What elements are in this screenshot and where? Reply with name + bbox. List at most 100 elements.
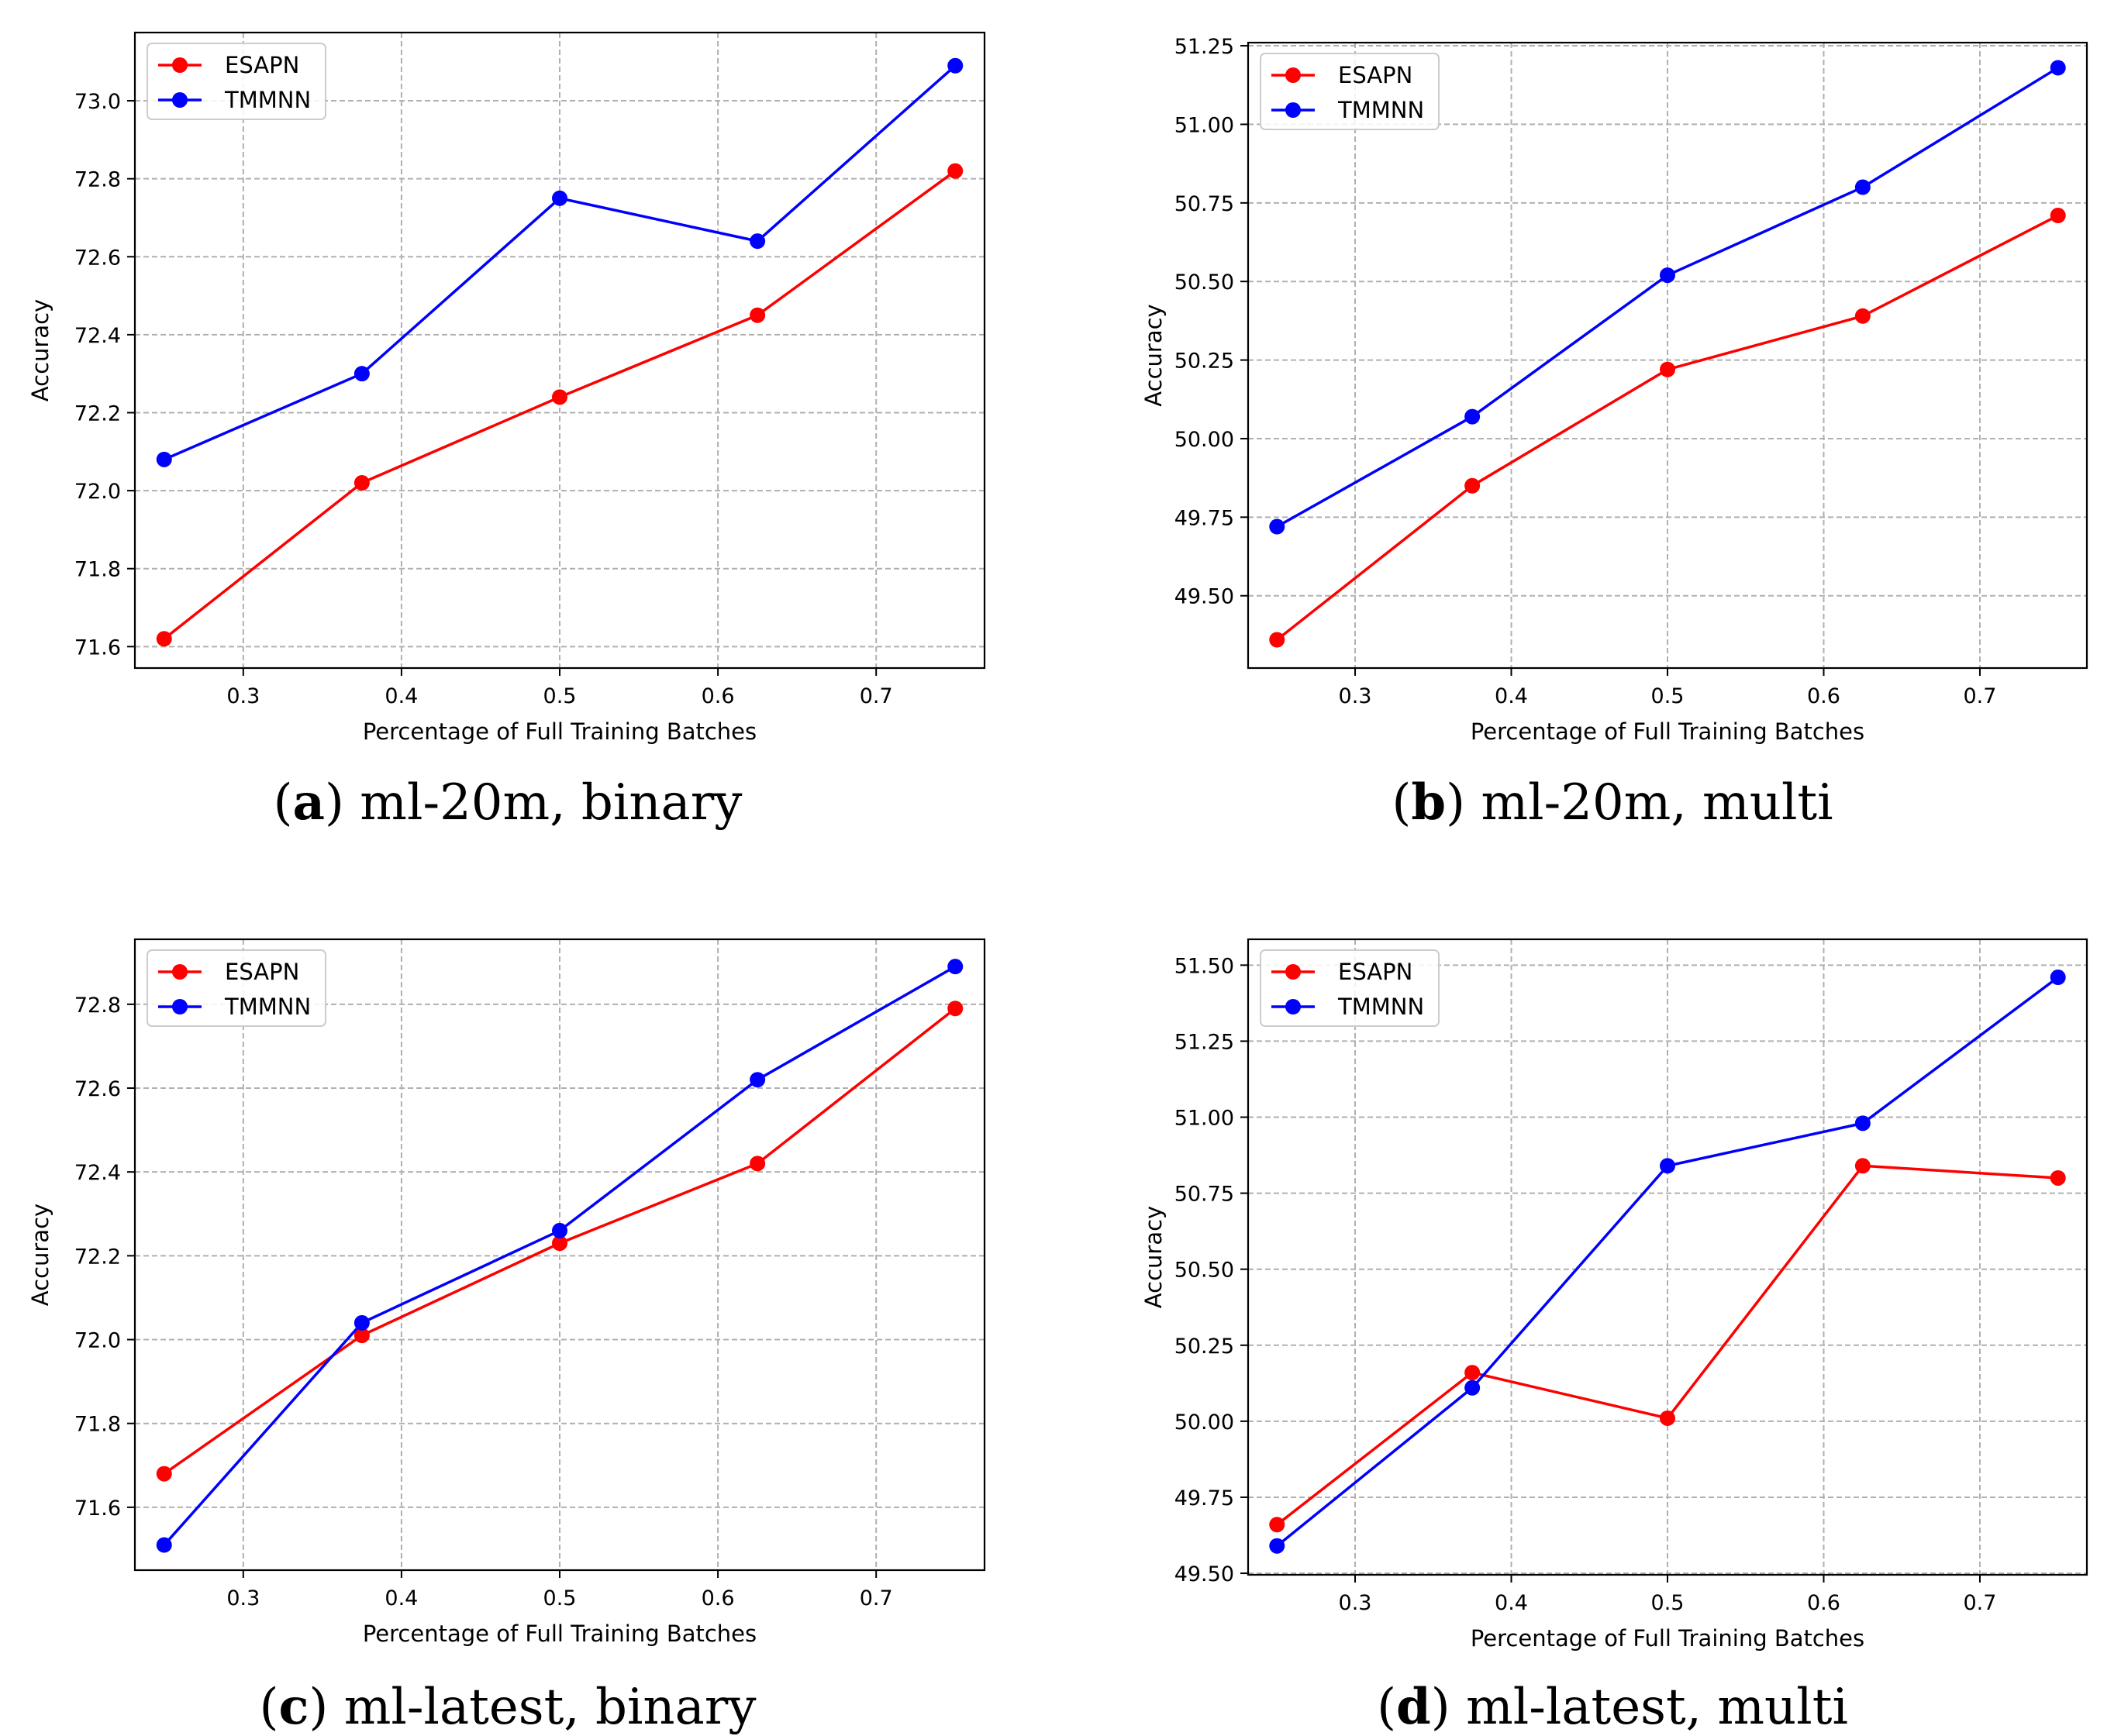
y-axis-label: Accuracy [27,299,53,401]
data-point-tmmnn [1660,267,1675,284]
y-tick-label: 71.8 [74,558,121,582]
y-tick-label: 51.00 [1174,113,1234,137]
y-tick-label: 51.25 [1174,35,1234,59]
data-point-tmmnn [1269,1538,1285,1554]
caption-close-paren: ) [1446,774,1465,832]
caption-close-paren: ) [309,1679,328,1736]
plot-frame [133,938,986,1572]
caption-close-paren: ) [1431,1679,1450,1736]
y-tick-label: 72.0 [74,480,121,504]
data-point-tmmnn [947,57,964,74]
data-point-tmmnn [1464,408,1481,425]
y-tick-label: 50.50 [1174,1259,1234,1283]
legend-label-esapn: ESAPN [1338,62,1412,88]
data-point-esapn [1464,477,1481,494]
x-tick-label: 0.3 [1339,1591,1372,1615]
y-axis-label: Accuracy [1140,304,1167,406]
data-point-esapn [552,389,567,405]
y-tick-label: 50.25 [1174,1335,1234,1359]
y-tick-label: 71.6 [74,636,121,660]
data-point-esapn [156,631,172,647]
x-axis-label: Percentage of Full Training Batches [1471,1625,1864,1652]
data-point-tmmnn [1660,1158,1675,1174]
plot-frame [133,31,986,670]
data-point-esapn [354,1328,370,1344]
data-point-tmmnn [1854,179,1871,195]
legend-label-tmmnn: TMMNN [1337,97,1424,123]
legend-label-esapn: ESAPN [225,959,299,985]
y-tick-label: 50.25 [1174,350,1234,374]
y-tick-label: 50.75 [1174,192,1234,216]
data-point-tmmnn [156,451,172,467]
y-tick-label: 72.4 [74,324,121,348]
caption-close-paren: ) [325,774,344,832]
plot-frame [1247,938,2088,1576]
y-tick-label: 50.50 [1174,270,1234,294]
caption-text: ml-20m, binary [344,774,743,832]
data-point-esapn [1854,308,1871,324]
data-point-esapn [2050,208,2066,224]
legend-label-tmmnn: TMMNN [224,994,311,1020]
chart-panel-a: 0.3 0.4 0.5 0.6 0.7 71.6 71.8 72.0 72.2 72.4 72.6 7… [27,31,986,832]
data-point-esapn [1269,632,1285,648]
panel-caption: (a) ml-20m, binary [274,773,743,832]
x-tick-label: 0.7 [860,1586,893,1610]
legend-marker-esapn [172,964,188,980]
legend-marker-esapn [1285,67,1301,83]
y-axis-label: Accuracy [27,1204,53,1306]
data-point-esapn [1854,1158,1871,1174]
legend-label-tmmnn: TMMNN [224,87,311,113]
x-tick-label: 0.4 [385,1586,418,1610]
caption-letter: a [293,773,325,832]
y-tick-label: 71.6 [74,1497,121,1521]
x-tick-label: 0.4 [385,684,418,708]
x-tick-label: 0.3 [226,684,260,708]
data-point-esapn [1660,1410,1675,1426]
x-tick-label: 0.3 [226,1586,260,1610]
x-tick-label: 0.3 [1339,684,1372,708]
data-point-tmmnn [1854,1115,1871,1132]
legend-marker-tmmnn [1285,999,1301,1014]
caption-text: ml-latest, binary [328,1679,756,1736]
x-tick-label: 0.4 [1495,684,1528,708]
y-tick-label: 49.50 [1174,585,1234,609]
legend-marker-tmmnn [1285,102,1301,118]
y-tick-label: 72.4 [74,1161,121,1185]
y-axis-label: Accuracy [1140,1206,1167,1308]
y-tick-label: 50.00 [1174,428,1234,452]
chart-panel-c: 0.3 0.4 0.5 0.6 0.7 71.6 71.8 72.0 72.2 72.4 72.6 7… [27,938,986,1736]
data-point-esapn [947,1001,964,1017]
y-tick-label: 72.0 [74,1329,121,1353]
data-point-esapn [750,307,766,323]
caption-text: ml-20m, multi [1465,774,1833,832]
y-tick-label: 72.8 [74,994,121,1018]
data-point-tmmnn [354,366,370,382]
data-point-esapn [1269,1517,1285,1533]
data-point-esapn [750,1156,766,1172]
data-point-esapn [1660,361,1675,377]
x-tick-label: 0.6 [702,684,735,708]
data-point-tmmnn [750,233,766,250]
y-tick-label: 49.75 [1174,506,1234,530]
y-tick-label: 49.75 [1174,1486,1234,1510]
y-tick-label: 72.2 [74,1245,121,1269]
caption-open-paren: ( [259,1679,278,1736]
chart-panel-b: 0.3 0.4 0.5 0.6 0.7 49.50 49.75 50.00 50.25 50.50… [1140,35,2088,832]
caption-open-paren: ( [274,774,293,832]
y-tick-label: 50.00 [1174,1410,1234,1435]
y-tick-label: 50.75 [1174,1183,1234,1207]
panel-caption: (c) ml-latest, binary [259,1678,756,1736]
legend-label-esapn: ESAPN [225,52,299,78]
panel-caption: (d) ml-latest, multi [1377,1678,1848,1736]
x-axis-label: Percentage of Full Training Batches [363,718,757,745]
y-tick-label: 72.2 [74,401,121,425]
caption-text: ml-latest, multi [1450,1679,1848,1736]
data-point-esapn [2050,1169,2066,1186]
data-point-esapn [947,163,964,179]
x-tick-label: 0.7 [1964,684,1997,708]
y-tick-label: 49.50 [1174,1562,1234,1586]
caption-letter: b [1411,773,1446,832]
legend-label-tmmnn: TMMNN [1337,994,1424,1020]
legend-marker-esapn [172,57,188,73]
